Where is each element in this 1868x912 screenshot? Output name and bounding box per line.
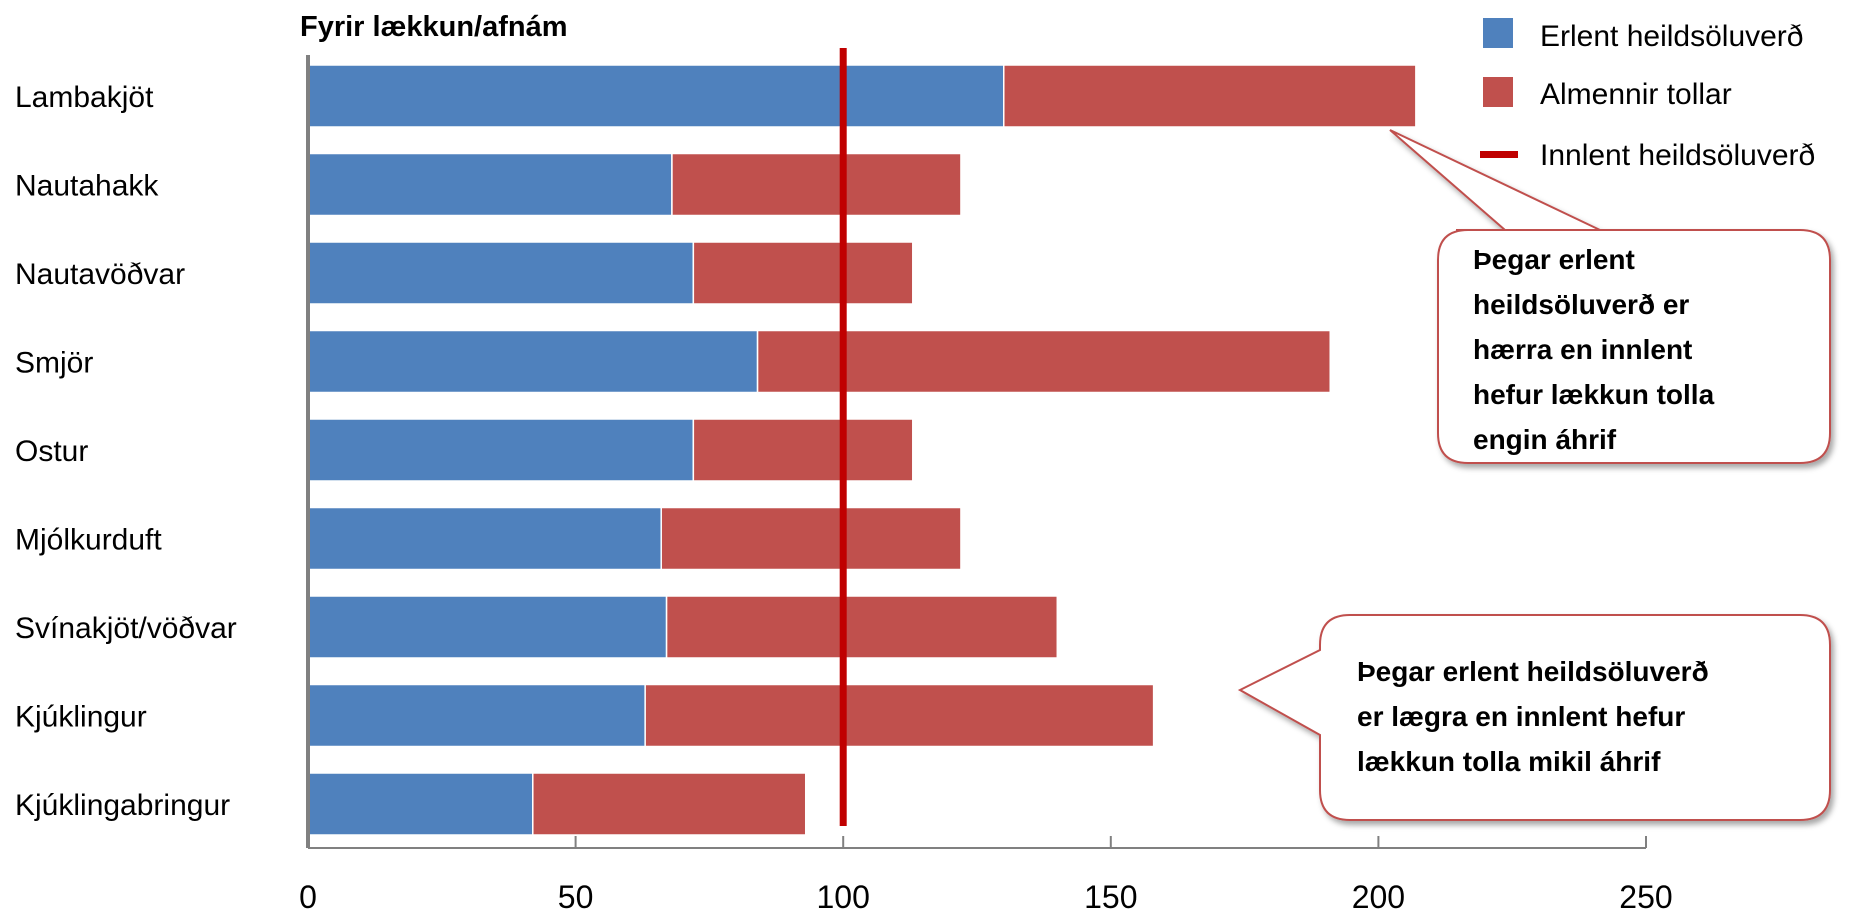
x-tick-label-200: 200 xyxy=(1352,879,1405,912)
x-tick-label-150: 150 xyxy=(1084,879,1137,912)
svg-text:Þegar erlent heildsöluverð: Þegar erlent heildsöluverð er lægra en i… xyxy=(1357,656,1716,777)
bar-lambakjot-erlent xyxy=(307,64,1005,128)
bar-svinakjot-vo-var-erlent xyxy=(307,595,668,659)
legend-label-tollar: Almennir tollar xyxy=(1540,78,1732,111)
bar-ostur-erlent xyxy=(307,418,695,482)
callout-1-line-2: heildsöluverð er xyxy=(1473,289,1689,320)
x-tick-label-0: 0 xyxy=(299,879,317,912)
category-label-ostur: Ostur xyxy=(15,435,88,468)
category-label-svinakjot-vo-var: Svínakjöt/vöðvar xyxy=(15,612,237,645)
callout-lower-foreign-price: Þegar erlent heildsöluverð er lægra en i… xyxy=(1237,614,1831,821)
legend-swatch-erlent xyxy=(1483,18,1513,48)
callout-1-line-3: hærra en innlent xyxy=(1473,334,1692,365)
bar-nautavo-var-tollar xyxy=(692,241,914,305)
legend-swatch-innlent xyxy=(1480,151,1518,158)
callout-2-line-1: Þegar erlent heildsöluverð xyxy=(1357,656,1709,687)
bar-ostur-tollar xyxy=(692,418,914,482)
callout-1-line-1: Þegar erlent xyxy=(1473,244,1635,275)
callout-higher-foreign-price: Þegar erlent heildsöluverð er hærra en i… xyxy=(1389,129,1831,464)
bar-lambakjot-tollar xyxy=(1003,64,1417,128)
category-label-kjuklingabringur: Kjúklingabringur xyxy=(15,789,230,822)
legend-label-erlent: Erlent heildsöluverð xyxy=(1540,20,1803,53)
bars-group xyxy=(307,64,1417,836)
category-labels: Lambakjöt Nautahakk Nautavöðvar Smjör Ostur M… xyxy=(15,81,237,822)
bar-kjuklingabringur-tollar xyxy=(532,772,807,836)
category-label-smjor: Smjör xyxy=(15,347,93,380)
svg-text:Þegar erlent heildsöluve: Þegar erlent heildsöluverð er hærra en i… xyxy=(1473,244,1722,455)
x-tick-label-250: 250 xyxy=(1619,879,1672,912)
chart-title: Fyrir lækkun/afnám xyxy=(300,11,568,43)
callout-2-line-2: er lægra en innlent hefur xyxy=(1357,701,1685,732)
legend-swatch-tollar xyxy=(1483,77,1513,107)
category-label-nautahakk: Nautahakk xyxy=(15,170,159,203)
bar-svinakjot-vo-var-tollar xyxy=(665,595,1059,659)
x-axis-ticks: 0 50 100 150 200 250 xyxy=(299,836,1673,912)
bar-kjuklingur-tollar xyxy=(644,683,1155,748)
legend: Erlent heildsöluverð Almennir tollar Inn… xyxy=(1480,18,1815,172)
bar-mjolkurduft-erlent xyxy=(307,506,662,571)
callout-2-line-3: lækkun tolla mikil áhrif xyxy=(1357,746,1661,777)
x-tick-label-100: 100 xyxy=(817,879,870,912)
category-label-kjuklingur: Kjúklingur xyxy=(15,701,147,734)
bar-smjor-tollar xyxy=(756,329,1331,394)
category-label-mjolkurduft: Mjólkurduft xyxy=(15,524,162,557)
callout-1-line-4: hefur lækkun tolla xyxy=(1473,379,1715,410)
bar-mjolkurduft-tollar xyxy=(660,506,962,571)
callout-1-line-5: engin áhrif xyxy=(1473,424,1617,455)
callout-1-bubble xyxy=(1389,129,1831,464)
x-tick-label-50: 50 xyxy=(558,879,594,912)
bar-kjuklingur-erlent xyxy=(307,683,646,748)
callout-2-bubble xyxy=(1237,614,1831,821)
bar-smjor-erlent xyxy=(307,329,759,394)
legend-label-innlent: Innlent heildsöluverð xyxy=(1540,139,1815,172)
category-label-nautavo-var: Nautavöðvar xyxy=(15,258,185,291)
bar-nautahakk-erlent xyxy=(307,152,673,217)
bar-kjuklingabringur-erlent xyxy=(307,772,534,836)
bar-nautahakk-tollar xyxy=(671,152,962,217)
bar-nautavo-var-erlent xyxy=(307,241,695,305)
category-label-lambakjot: Lambakjöt xyxy=(15,81,154,114)
